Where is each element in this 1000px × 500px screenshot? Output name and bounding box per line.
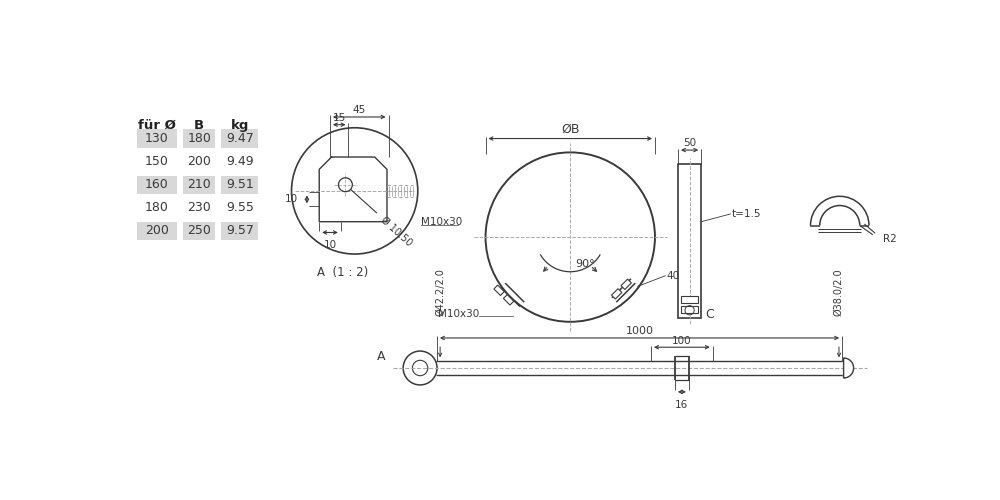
- Bar: [221, 176, 258, 194]
- Text: 9.55: 9.55: [226, 202, 254, 214]
- Text: kg: kg: [231, 119, 249, 132]
- Text: 200: 200: [145, 224, 169, 237]
- Bar: [678, 164, 701, 318]
- Text: 1000: 1000: [626, 326, 654, 336]
- Text: 40: 40: [666, 270, 680, 280]
- Text: A  (1 : 2): A (1 : 2): [317, 266, 369, 280]
- Text: 45: 45: [353, 104, 366, 115]
- Text: 160: 160: [145, 178, 169, 191]
- Bar: [621, 279, 631, 289]
- Text: 150: 150: [145, 155, 169, 168]
- Text: R2: R2: [883, 234, 897, 244]
- Bar: [137, 130, 177, 148]
- Text: 230: 230: [187, 202, 211, 214]
- Text: 180: 180: [187, 132, 211, 145]
- Bar: [221, 130, 258, 148]
- Text: 250: 250: [187, 224, 211, 237]
- Text: A: A: [377, 350, 386, 363]
- Text: 10: 10: [323, 240, 337, 250]
- Bar: [137, 222, 177, 240]
- Text: M10x30: M10x30: [421, 216, 462, 226]
- Text: 90°: 90°: [575, 259, 594, 269]
- Text: 15: 15: [333, 113, 346, 123]
- Bar: [183, 176, 215, 194]
- Text: 9.57: 9.57: [226, 224, 254, 237]
- Bar: [503, 294, 514, 305]
- Bar: [137, 176, 177, 194]
- Text: 9.51: 9.51: [226, 178, 254, 191]
- Text: C: C: [705, 308, 714, 320]
- Text: 210: 210: [187, 178, 211, 191]
- Bar: [221, 222, 258, 240]
- Text: für Ø: für Ø: [138, 119, 176, 132]
- Bar: [681, 306, 698, 314]
- Text: 10: 10: [285, 194, 298, 204]
- Text: 130: 130: [145, 132, 169, 145]
- Bar: [183, 222, 215, 240]
- Bar: [494, 285, 504, 296]
- Text: Ø42.2/2.0: Ø42.2/2.0: [435, 268, 445, 316]
- Text: 180: 180: [145, 202, 169, 214]
- Bar: [183, 130, 215, 148]
- Text: M10x30: M10x30: [438, 309, 479, 319]
- Text: ØB: ØB: [561, 123, 580, 136]
- Wedge shape: [844, 358, 854, 378]
- Text: 200: 200: [187, 155, 211, 168]
- Bar: [612, 288, 622, 299]
- Text: t=1.5: t=1.5: [732, 209, 761, 219]
- Text: 50: 50: [683, 138, 696, 148]
- Text: 16: 16: [675, 400, 689, 409]
- Text: 9.49: 9.49: [226, 155, 254, 168]
- Text: 9.47: 9.47: [226, 132, 254, 145]
- Text: Ø38.0/2.0: Ø38.0/2.0: [834, 269, 844, 316]
- Bar: [681, 296, 698, 304]
- Text: Ø 10.50: Ø 10.50: [378, 214, 414, 248]
- Text: B: B: [194, 119, 204, 132]
- Text: 100: 100: [672, 336, 692, 345]
